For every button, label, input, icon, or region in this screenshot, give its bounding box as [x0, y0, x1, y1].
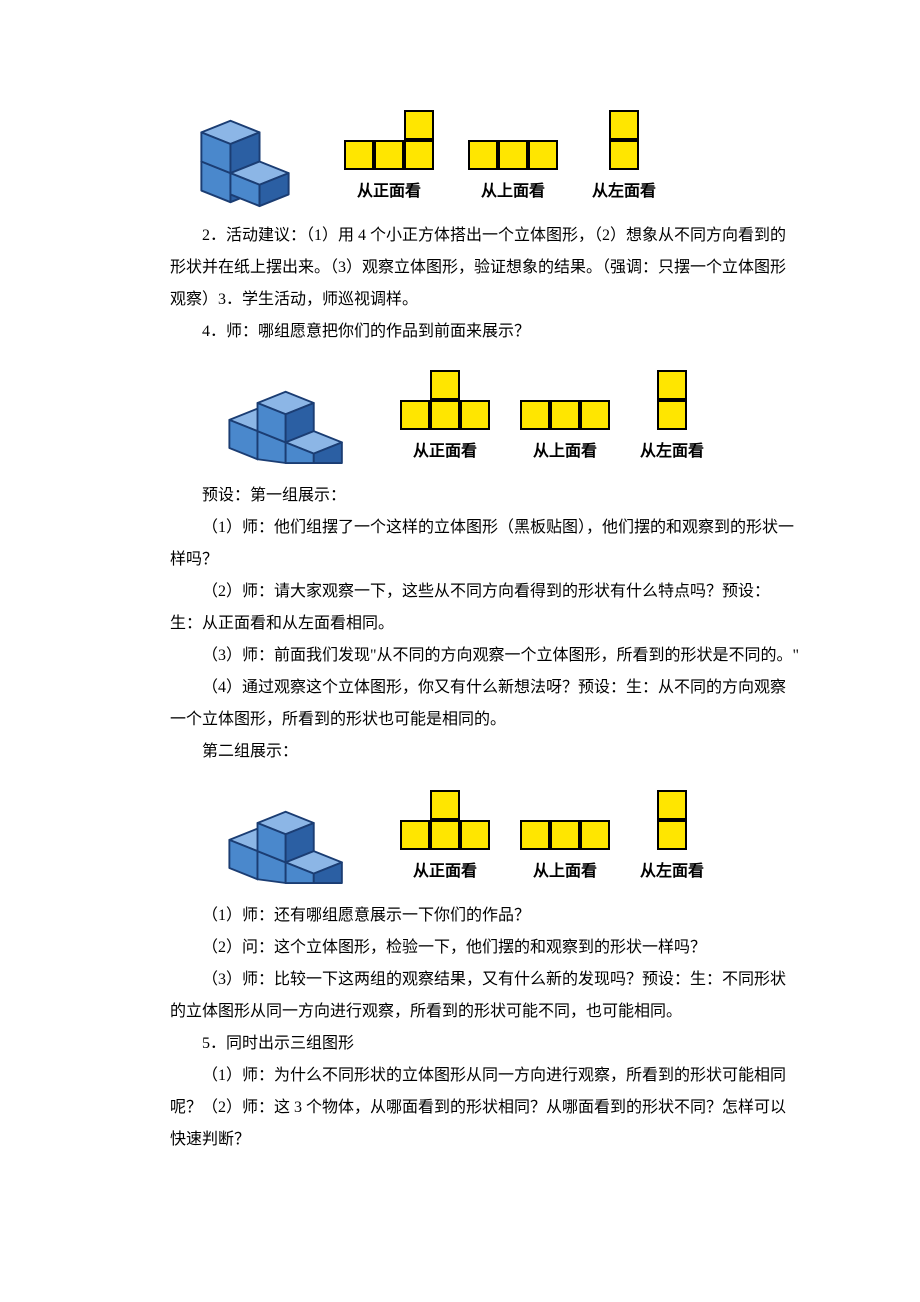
- figure-row-3: 从正面看 从上面看 从左面看: [170, 788, 800, 888]
- para-2: 2．活动建议：（1）用 4 个小正方体搭出一个立体图形，（2）想象从不同方向看到…: [170, 220, 800, 316]
- label-front-2: 从正面看: [413, 436, 477, 468]
- front-view-2: 从正面看: [400, 370, 490, 468]
- label-front-3: 从正面看: [413, 856, 477, 888]
- iso-svg-3: [220, 788, 370, 888]
- para-r3: （3）师：比较一下这两组的观察结果，又有什么新的发现吗？预设：生：不同形状的立体…: [170, 964, 800, 1028]
- front-view-3: 从正面看: [400, 790, 490, 888]
- label-top-1: 从上面看: [481, 176, 545, 208]
- figure-row-2: 从正面看 从上面看 从左面看: [170, 368, 800, 468]
- front-grid-1: [344, 110, 434, 170]
- label-left-2: 从左面看: [640, 436, 704, 468]
- left-view-1: 从左面看: [592, 110, 656, 208]
- top-grid-3: [520, 820, 610, 850]
- left-view-2: 从左面看: [640, 370, 704, 468]
- label-top-2: 从上面看: [533, 436, 597, 468]
- para-r2: （2）问：这个立体图形，检验一下，他们摆的和观察到的形状一样吗？: [170, 932, 800, 964]
- para-r1: （1）师：还有哪组愿意展示一下你们的作品？: [170, 900, 800, 932]
- para-g2: 第二组展示：: [170, 736, 800, 768]
- figure-row-1: 从正面看 从上面看 从左面看: [170, 110, 800, 208]
- para-5: 5．同时出示三组图形: [170, 1028, 800, 1060]
- para-q4: （4）通过观察这个立体图形，你又有什么新想法呀？预设：生：从不同的方向观察一个立…: [170, 672, 800, 736]
- para-q1: （1）师：他们组摆了一个这样的立体图形（黑板贴图），他们摆的和观察到的形状一样吗…: [170, 512, 800, 576]
- iso-svg-2: [220, 368, 370, 468]
- label-left-3: 从左面看: [640, 856, 704, 888]
- left-grid-1: [609, 110, 639, 170]
- para-q3: （3）师：前面我们发现"从不同的方向观察一个立体图形，所看到的形状是不同的。": [170, 640, 800, 672]
- top-view-2: 从上面看: [520, 400, 610, 468]
- top-grid-1: [468, 140, 558, 170]
- top-view-3: 从上面看: [520, 820, 610, 888]
- page-content: 从正面看 从上面看 从左面看 2．活动建议：（1）用 4 个小正方体搭出一个立体…: [0, 0, 920, 1246]
- iso-cubes-2: [220, 368, 370, 468]
- iso-cubes-1: [180, 113, 310, 208]
- para-s1: （1）师：为什么不同形状的立体图形从同一方向进行观察，所看到的形状可能相同呢？（…: [170, 1060, 800, 1156]
- left-grid-2: [657, 370, 687, 430]
- left-grid-3: [657, 790, 687, 850]
- iso-cubes-3: [220, 788, 370, 888]
- front-view-1: 从正面看: [344, 110, 434, 208]
- top-grid-2: [520, 400, 610, 430]
- label-front-1: 从正面看: [357, 176, 421, 208]
- left-view-3: 从左面看: [640, 790, 704, 888]
- front-grid-2: [400, 370, 490, 430]
- top-view-1: 从上面看: [468, 140, 558, 208]
- label-top-3: 从上面看: [533, 856, 597, 888]
- para-q2: （2）师：请大家观察一下，这些从不同方向看得到的形状有什么特点吗？预设：生：从正…: [170, 576, 800, 640]
- iso-svg-1: [180, 113, 310, 208]
- para-4: 4．师：哪组愿意把你们的作品到前面来展示？: [170, 316, 800, 348]
- label-left-1: 从左面看: [592, 176, 656, 208]
- front-grid-3: [400, 790, 490, 850]
- para-preset: 预设：第一组展示：: [170, 480, 800, 512]
